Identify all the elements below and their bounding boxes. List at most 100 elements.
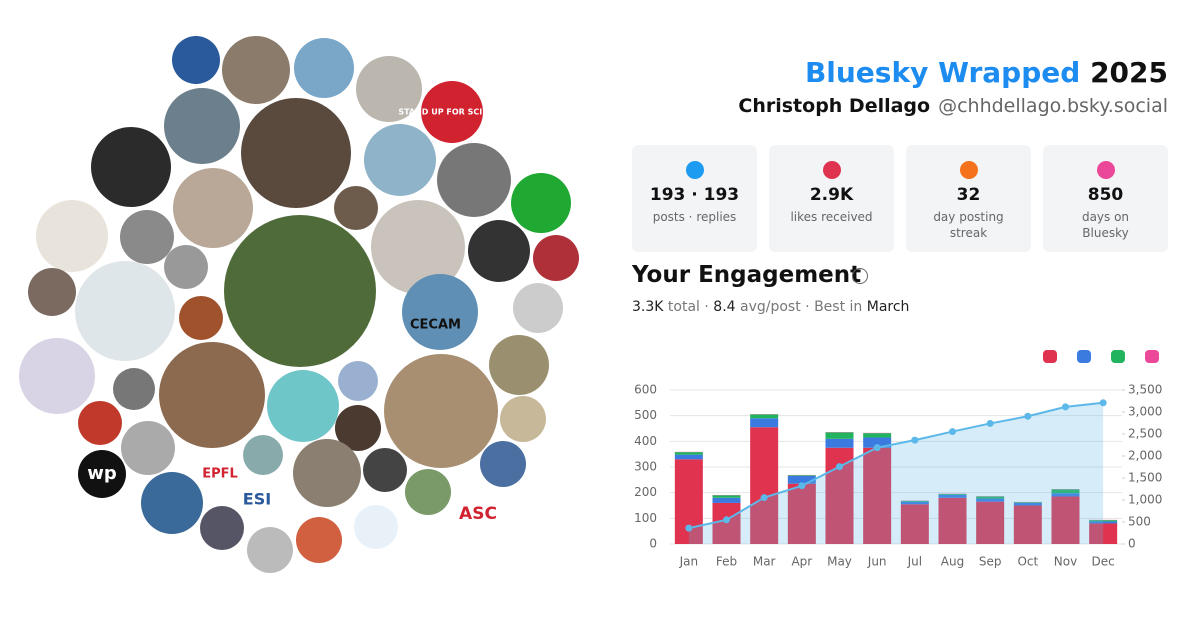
avatar (294, 38, 354, 98)
bar-segment (1013, 505, 1042, 544)
x-tick-label: Aug (941, 555, 964, 569)
avatar (384, 354, 498, 468)
point (1024, 412, 1032, 420)
engagement-summary: 3.3K total · 8.4 avg/post · Best in Marc… (632, 299, 909, 315)
stat-label: likes received (790, 210, 873, 224)
stat-icon (685, 161, 704, 179)
avatar (533, 235, 579, 281)
y2-tick-label: 3,000 (1128, 405, 1162, 419)
x-tick-label: Apr (791, 555, 812, 569)
avatar (437, 143, 511, 217)
avatar-label: wp (87, 463, 117, 484)
stat-card: 32 day posting streak (906, 145, 1031, 252)
avatar (335, 405, 381, 451)
avatar (113, 368, 155, 410)
avatar (296, 517, 342, 563)
point (986, 419, 994, 427)
bar-segment (976, 501, 1005, 544)
avatar (405, 469, 451, 515)
x-tick-label: Dec (1092, 555, 1115, 569)
avatar (513, 283, 563, 333)
avatar (421, 81, 483, 143)
x-tick-label: Jun (867, 555, 887, 569)
avatar (500, 396, 546, 442)
y2-tick-label: 3,500 (1128, 383, 1162, 397)
avatar (179, 296, 223, 340)
avatar (334, 186, 378, 230)
bar-segment (1013, 502, 1042, 503)
x-tick-label: Jan (679, 555, 699, 569)
stat-value: 32 (956, 185, 981, 205)
x-tick-label: Oct (1017, 555, 1038, 569)
user-handle: @chhdellago.bsky.social (938, 95, 1168, 117)
avatar (75, 261, 175, 361)
point (911, 436, 919, 444)
sep: · (805, 299, 810, 315)
legend-icon (1111, 350, 1125, 363)
bar-segment (976, 498, 1005, 502)
avatar (241, 98, 351, 208)
y-tick-label: 200 (634, 485, 657, 499)
bar-segment (712, 497, 741, 503)
bar-segment (787, 475, 816, 484)
avatar-label: ASC (459, 504, 497, 524)
stat-icon (1096, 161, 1115, 179)
title: Bluesky Wrapped 2025 (805, 56, 1168, 89)
bar-segment (825, 432, 854, 439)
bar-segment (1013, 502, 1042, 506)
avatar-collage: CECAM EPFL ESI ASC wp STAND UP FOR SCIENCE (19, 36, 579, 573)
bar-segment (938, 497, 967, 544)
engagement-chart: 0 100 200 300 400 500 600 0 500 1,000 1,500 2,000 2,… (634, 350, 1162, 569)
bar-segment (900, 500, 929, 502)
bar-segment (1089, 521, 1118, 524)
bar-segment (863, 433, 892, 438)
y2-tick-label: 2,000 (1128, 449, 1162, 463)
sep: · (704, 299, 709, 315)
avatar (173, 168, 253, 248)
avatar (293, 439, 361, 507)
stat-value: 2.9K (809, 185, 854, 205)
user-name: Christoph Dellago (738, 95, 931, 117)
area (688, 402, 1104, 544)
bar-segment (900, 501, 929, 505)
bar-segment (938, 493, 967, 495)
point (760, 494, 768, 502)
point (836, 463, 843, 471)
point (723, 516, 730, 524)
avatar (159, 342, 265, 448)
stat-card: 850 days on Bluesky (1043, 145, 1168, 252)
bar-segment (976, 496, 1005, 499)
point (949, 428, 956, 436)
label: total (667, 299, 700, 315)
user: Christoph Dellago @chhdellago.bsky.social (738, 95, 1168, 117)
avatar (36, 200, 108, 272)
avg: 8.4 (713, 299, 736, 315)
bar-segment (1089, 520, 1118, 522)
line (688, 401, 1104, 530)
stat-card: 2.9K likes received (769, 145, 894, 252)
stat-value: 850 (1087, 185, 1124, 205)
avatar (164, 88, 240, 164)
bar-segment (712, 495, 741, 498)
avatar (78, 450, 126, 498)
point (798, 482, 806, 490)
avatar (91, 127, 171, 207)
bar-segment (674, 452, 703, 455)
bar-segment (1051, 489, 1080, 494)
bar-segment (750, 418, 779, 428)
legend-icon (1077, 350, 1091, 363)
x-tick-label: Feb (716, 555, 737, 569)
y-tick-label: 600 (634, 383, 657, 397)
y-tick-label: 400 (634, 434, 657, 448)
avatar (402, 274, 478, 350)
avatar (121, 421, 175, 475)
info-icon[interactable] (852, 268, 868, 284)
avatar (356, 56, 422, 122)
avatar (78, 401, 122, 445)
x-tick-label: May (827, 555, 852, 569)
avatar (120, 210, 174, 264)
stat-label: day posting streak (933, 210, 1004, 240)
avatar (28, 268, 76, 316)
bar-segment (938, 494, 967, 498)
